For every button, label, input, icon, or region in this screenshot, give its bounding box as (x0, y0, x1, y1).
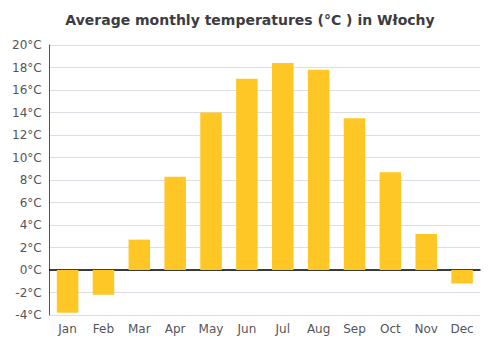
svg-text:20°C: 20°C (12, 38, 42, 52)
svg-text:Average monthly temperatures (: Average monthly temperatures (°C ) in Wł… (65, 12, 434, 28)
svg-text:Aug: Aug (307, 322, 330, 336)
svg-text:Feb: Feb (93, 322, 114, 336)
svg-text:May: May (199, 322, 224, 336)
svg-text:Jan: Jan (57, 322, 77, 336)
svg-text:-4°C: -4°C (15, 308, 41, 322)
svg-text:-2°C: -2°C (15, 286, 41, 300)
svg-text:Jul: Jul (275, 322, 290, 336)
svg-text:6°C: 6°C (20, 196, 42, 210)
svg-text:16°C: 16°C (12, 83, 42, 97)
svg-text:Sep: Sep (343, 322, 366, 336)
svg-text:Dec: Dec (450, 322, 473, 336)
svg-text:0°C: 0°C (20, 263, 42, 277)
svg-text:18°C: 18°C (12, 61, 42, 75)
svg-text:4°C: 4°C (20, 218, 42, 232)
svg-text:Oct: Oct (380, 322, 401, 336)
svg-text:14°C: 14°C (12, 106, 42, 120)
svg-text:10°C: 10°C (12, 151, 42, 165)
svg-text:12°C: 12°C (12, 128, 42, 142)
svg-text:2°C: 2°C (20, 241, 42, 255)
svg-text:Nov: Nov (414, 322, 437, 336)
svg-text:8°C: 8°C (20, 173, 42, 187)
svg-text:Mar: Mar (128, 322, 151, 336)
svg-text:Jun: Jun (237, 322, 257, 336)
svg-text:Apr: Apr (165, 322, 186, 336)
